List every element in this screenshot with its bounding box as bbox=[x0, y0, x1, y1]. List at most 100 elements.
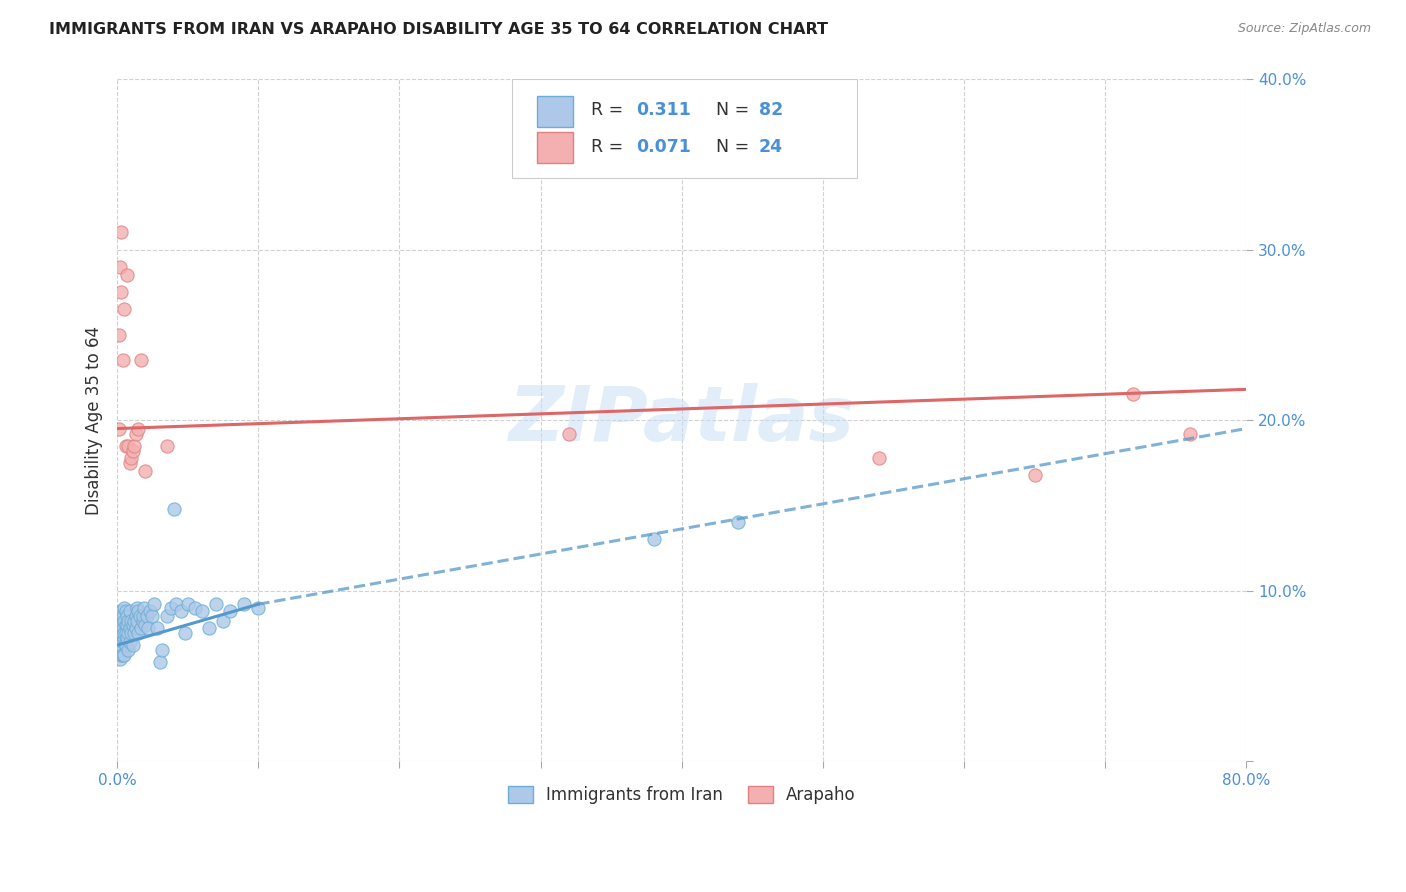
Point bbox=[131, 609, 153, 624]
Point bbox=[124, 621, 146, 635]
Point bbox=[122, 614, 145, 628]
Text: 0.071: 0.071 bbox=[637, 137, 692, 155]
Point bbox=[111, 634, 134, 648]
Point bbox=[170, 604, 193, 618]
Point bbox=[115, 617, 138, 632]
Point bbox=[107, 327, 129, 342]
Text: R =: R = bbox=[592, 101, 628, 119]
FancyBboxPatch shape bbox=[512, 79, 856, 178]
Point bbox=[121, 638, 143, 652]
Point bbox=[120, 626, 142, 640]
Point bbox=[643, 533, 665, 547]
Point bbox=[110, 648, 132, 663]
Point bbox=[111, 609, 134, 624]
Point bbox=[136, 621, 159, 635]
Text: 82: 82 bbox=[759, 101, 783, 119]
Point bbox=[198, 621, 221, 635]
Point bbox=[125, 614, 148, 628]
Point bbox=[177, 597, 200, 611]
Point bbox=[142, 597, 165, 611]
Point bbox=[108, 621, 131, 635]
Point bbox=[127, 421, 149, 435]
Point bbox=[145, 621, 167, 635]
Point bbox=[114, 617, 136, 632]
Point bbox=[107, 626, 129, 640]
Text: ZIPatlas: ZIPatlas bbox=[509, 383, 855, 457]
Point bbox=[219, 604, 242, 618]
Point bbox=[110, 617, 132, 632]
Point bbox=[118, 634, 141, 648]
Point bbox=[114, 604, 136, 618]
Text: Source: ZipAtlas.com: Source: ZipAtlas.com bbox=[1237, 22, 1371, 36]
Point bbox=[110, 285, 132, 300]
Point bbox=[125, 600, 148, 615]
Point bbox=[1122, 387, 1144, 401]
Point bbox=[115, 632, 138, 646]
Point bbox=[134, 464, 156, 478]
Point bbox=[122, 439, 145, 453]
Point bbox=[110, 226, 132, 240]
Point bbox=[124, 426, 146, 441]
Point bbox=[107, 617, 129, 632]
Point bbox=[115, 626, 138, 640]
Point bbox=[108, 260, 131, 274]
Point bbox=[247, 600, 270, 615]
Point bbox=[120, 450, 142, 465]
Point bbox=[112, 302, 135, 317]
Point bbox=[110, 632, 132, 646]
Point bbox=[115, 609, 138, 624]
Point bbox=[118, 456, 141, 470]
Point bbox=[112, 632, 135, 646]
Point bbox=[205, 597, 228, 611]
Legend: Immigrants from Iran, Arapaho: Immigrants from Iran, Arapaho bbox=[498, 776, 866, 814]
Point bbox=[121, 617, 143, 632]
Text: 24: 24 bbox=[759, 137, 783, 155]
Point bbox=[727, 516, 749, 530]
Point bbox=[122, 626, 145, 640]
Point bbox=[108, 643, 131, 657]
Point bbox=[110, 638, 132, 652]
Point bbox=[118, 621, 141, 635]
Point bbox=[108, 632, 131, 646]
Text: N =: N = bbox=[716, 101, 755, 119]
Point bbox=[111, 621, 134, 635]
Point bbox=[115, 268, 138, 282]
Point bbox=[110, 604, 132, 618]
Point bbox=[117, 643, 139, 657]
Point bbox=[120, 614, 142, 628]
Point bbox=[121, 443, 143, 458]
Point bbox=[132, 600, 155, 615]
Point bbox=[117, 626, 139, 640]
Point bbox=[127, 604, 149, 618]
Point bbox=[108, 609, 131, 624]
Point bbox=[107, 638, 129, 652]
Point bbox=[111, 648, 134, 663]
Point bbox=[112, 626, 135, 640]
Point bbox=[128, 609, 150, 624]
Point bbox=[135, 609, 157, 624]
Point bbox=[558, 426, 581, 441]
Point bbox=[129, 621, 152, 635]
Y-axis label: Disability Age 35 to 64: Disability Age 35 to 64 bbox=[86, 326, 103, 515]
Point bbox=[111, 626, 134, 640]
Text: R =: R = bbox=[592, 137, 628, 155]
Point bbox=[148, 655, 170, 669]
Point bbox=[111, 353, 134, 368]
Point bbox=[233, 597, 256, 611]
Point bbox=[141, 609, 163, 624]
Text: IMMIGRANTS FROM IRAN VS ARAPAHO DISABILITY AGE 35 TO 64 CORRELATION CHART: IMMIGRANTS FROM IRAN VS ARAPAHO DISABILI… bbox=[49, 22, 828, 37]
Point bbox=[129, 353, 152, 368]
Point bbox=[131, 614, 153, 628]
Point bbox=[112, 614, 135, 628]
Point bbox=[159, 600, 181, 615]
Point bbox=[212, 614, 235, 628]
Text: N =: N = bbox=[716, 137, 755, 155]
Point bbox=[1178, 426, 1201, 441]
FancyBboxPatch shape bbox=[537, 96, 574, 127]
Point bbox=[124, 609, 146, 624]
Point bbox=[191, 604, 214, 618]
Point bbox=[150, 643, 173, 657]
Point bbox=[184, 600, 207, 615]
Point bbox=[112, 600, 135, 615]
FancyBboxPatch shape bbox=[537, 132, 574, 163]
